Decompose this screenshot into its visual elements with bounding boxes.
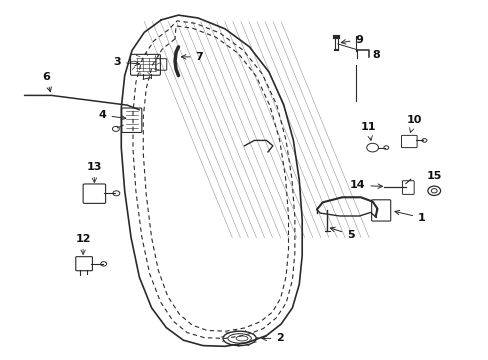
Text: 8: 8 bbox=[372, 50, 380, 60]
Text: 9: 9 bbox=[341, 35, 363, 45]
Text: 7: 7 bbox=[181, 52, 203, 62]
Text: 11: 11 bbox=[360, 122, 376, 140]
Text: 13: 13 bbox=[86, 162, 102, 183]
Text: 15: 15 bbox=[426, 171, 441, 181]
Text: 2: 2 bbox=[262, 333, 284, 343]
Text: 1: 1 bbox=[394, 210, 425, 223]
Text: 5: 5 bbox=[330, 227, 354, 240]
Text: 4: 4 bbox=[99, 110, 125, 120]
Text: 14: 14 bbox=[349, 180, 382, 190]
Text: 10: 10 bbox=[406, 115, 421, 132]
Text: 3: 3 bbox=[113, 57, 139, 67]
Text: 6: 6 bbox=[42, 72, 51, 92]
Text: 12: 12 bbox=[75, 234, 91, 255]
